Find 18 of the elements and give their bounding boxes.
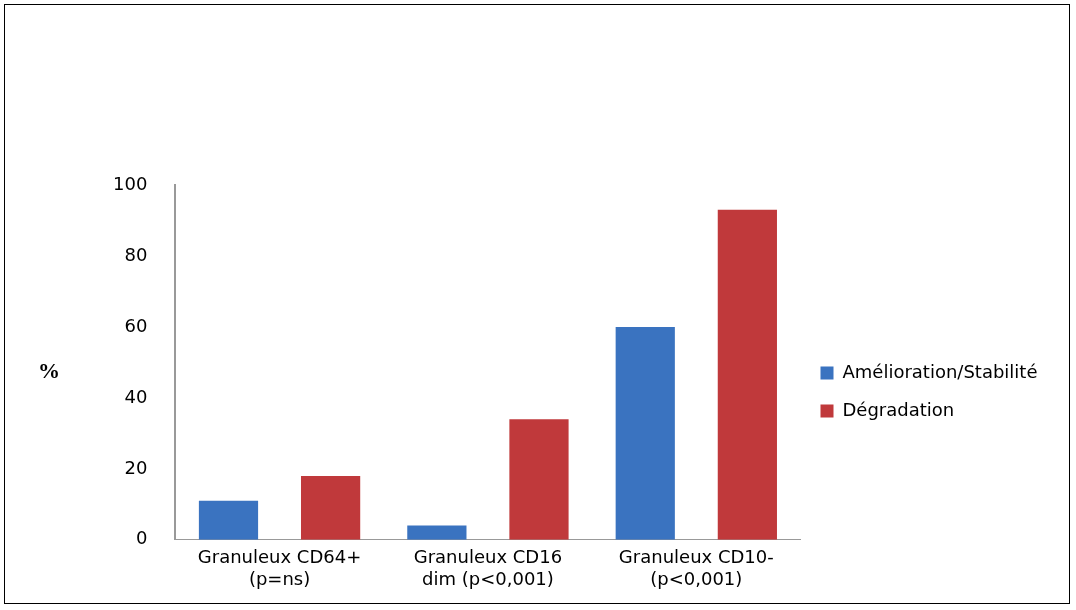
y-tick-label: 40	[124, 385, 148, 407]
x-tick-label: Granuleux CD64+ (p=ns)	[197, 546, 362, 589]
legend-label: Amélioration/Stabilité	[842, 360, 1038, 382]
bar	[615, 326, 675, 540]
bar	[717, 209, 777, 540]
bar	[407, 525, 467, 540]
bar	[509, 419, 569, 540]
y-tick-label: 0	[135, 527, 148, 549]
y-tick-label: 60	[124, 314, 148, 336]
legend-label: Dégradation	[842, 398, 955, 420]
y-axis-title: %	[38, 358, 60, 384]
y-tick-label: 100	[113, 172, 148, 194]
bar	[198, 500, 259, 540]
x-tick-label: Granuleux CD10- (p<0,001)	[618, 546, 774, 589]
x-tick-label: Granuleux CD16 dim (p<0,001)	[413, 546, 563, 589]
y-tick-label: 80	[124, 243, 148, 265]
bar	[300, 475, 361, 540]
y-tick-label: 20	[124, 456, 148, 478]
